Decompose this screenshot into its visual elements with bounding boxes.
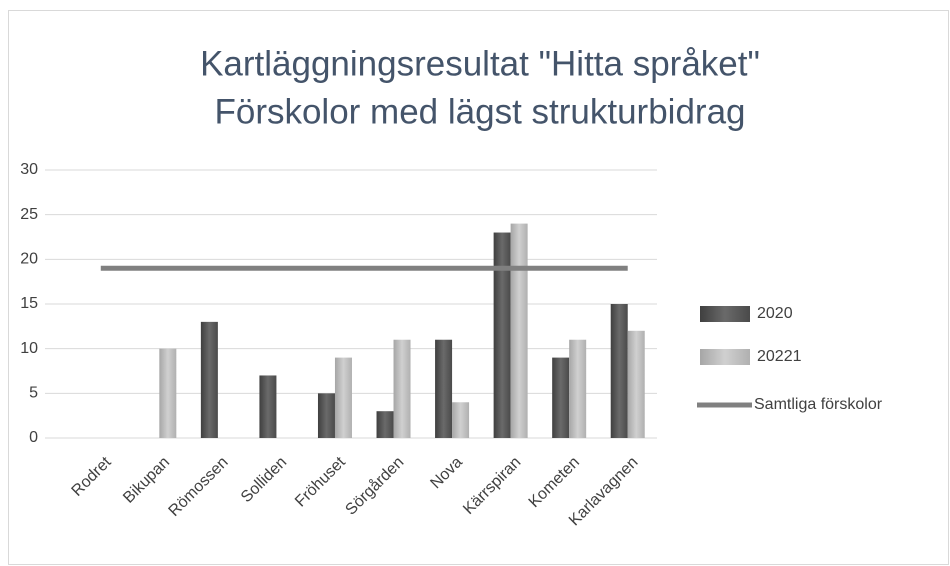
chart-border <box>8 10 949 565</box>
legend-swatch <box>700 306 750 322</box>
legend-label: 2020 <box>757 305 793 322</box>
bar <box>552 357 570 438</box>
y-tick-label: 15 <box>20 295 38 312</box>
bar <box>452 402 470 438</box>
bar <box>393 339 411 438</box>
y-tick-label: 5 <box>29 385 38 402</box>
bar <box>317 393 335 438</box>
legend-label: Samtliga förskolor <box>754 396 883 413</box>
y-tick-label: 0 <box>29 429 38 446</box>
bar <box>200 321 218 438</box>
chart-title: Kartläggningsresultat "Hitta språket" <box>200 44 760 83</box>
bar <box>159 348 177 438</box>
bar <box>569 339 587 438</box>
y-tick-label: 20 <box>20 251 38 268</box>
bar <box>627 330 645 438</box>
y-tick-label: 30 <box>20 161 38 178</box>
bar <box>259 375 277 438</box>
y-tick-label: 10 <box>20 340 38 357</box>
bar <box>610 304 628 438</box>
legend-swatch <box>700 349 750 365</box>
bar <box>334 357 352 438</box>
bar <box>376 411 394 438</box>
bar <box>493 232 511 438</box>
chart-title: Förskolor med lägst strukturbidrag <box>214 92 745 131</box>
y-tick-label: 25 <box>20 206 38 223</box>
legend-label: 20221 <box>757 348 802 365</box>
bar <box>435 339 453 438</box>
bar <box>510 223 528 438</box>
